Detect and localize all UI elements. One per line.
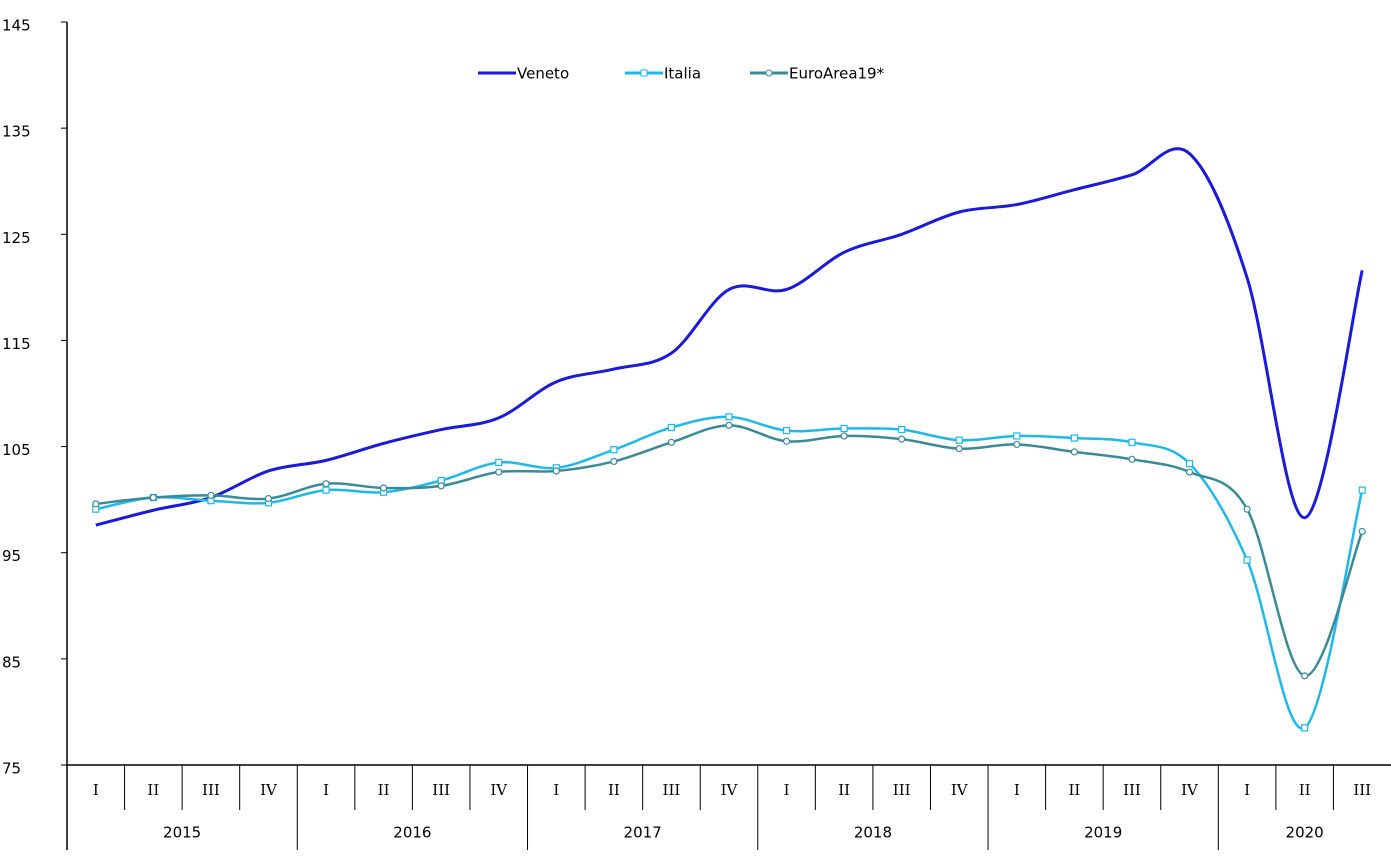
x-group-label: 2019 [1084,824,1122,842]
y-tick-label: 145 [2,17,31,35]
point-marker [1243,505,1251,513]
x-tick-label: IV [1181,781,1199,799]
point-marker [898,435,906,443]
x-tick-label: III [1353,781,1371,799]
x-tick-label: II [838,781,850,799]
x-tick-label: III [893,781,911,799]
point-marker [1185,459,1194,468]
point-marker [1128,455,1136,463]
y-tick-label: 75 [2,760,21,778]
x-tick-label: IV [721,781,739,799]
point-marker [1301,724,1309,732]
point-marker [322,480,330,488]
x-tick-label: I [93,781,99,799]
point-marker [380,484,388,492]
point-marker [667,423,676,432]
point-marker [1070,448,1078,456]
legend-marker [765,69,773,77]
point-marker [552,467,560,475]
point-marker [1185,468,1194,476]
x-tick-label: IV [260,781,278,799]
legend-label: Italia [664,65,701,83]
y-tick-label: 135 [2,123,31,141]
point-marker [667,438,676,446]
point-marker [264,494,273,503]
x-tick-label: II [608,781,620,799]
point-marker [149,493,157,502]
legend-marker [640,69,648,77]
x-group-label: 2018 [854,824,892,842]
y-tick-label: 85 [2,653,21,671]
legend-label: Veneto [517,65,569,83]
point-marker [840,424,848,433]
y-tick-label: 125 [2,229,31,247]
x-group-label: 2020 [1286,824,1324,842]
point-marker [495,468,503,476]
series-line [95,415,1364,730]
x-tick-label: I [784,781,790,799]
point-marker [92,500,100,508]
point-marker [1243,556,1251,564]
point-marker [1013,440,1021,449]
point-marker [782,437,791,445]
point-marker [495,458,503,467]
point-marker [782,427,791,435]
point-marker [840,432,848,440]
x-tick-label: II [1299,781,1311,799]
point-marker [1358,527,1366,536]
point-marker [610,446,618,454]
x-tick-label: II [1068,781,1080,799]
point-marker [725,413,733,421]
point-marker [955,436,963,444]
point-marker [1358,486,1366,494]
y-tick-label: 105 [2,441,31,459]
point-marker [725,421,733,429]
x-tick-label: I [553,781,559,799]
y-tick-label: 95 [2,547,21,565]
point-marker [1128,438,1136,446]
x-tick-label: IV [490,781,508,799]
point-marker [207,491,215,499]
point-marker [1301,672,1309,680]
x-tick-label: I [1244,781,1250,799]
point-marker [437,482,445,490]
legend-label: EuroArea19* [789,65,885,83]
x-tick-label: III [202,781,220,799]
point-marker [610,457,618,466]
point-marker [1070,434,1078,442]
point-marker [1013,432,1021,440]
x-tick-label: III [1123,781,1141,799]
x-tick-label: II [147,781,159,799]
x-group-label: 2017 [624,824,662,842]
x-tick-label: III [663,781,681,799]
x-tick-label: II [378,781,390,799]
x-tick-label: I [1014,781,1020,799]
series-line [95,424,1364,678]
x-group-label: 2016 [393,824,431,842]
y-tick-label: 115 [2,335,31,353]
point-marker [898,425,906,434]
x-tick-label: I [323,781,329,799]
point-marker [955,445,963,453]
x-tick-label: III [432,781,450,799]
point-marker [322,486,330,494]
x-tick-label: IV [951,781,969,799]
series-line [95,147,1364,527]
x-group-label: 2015 [163,824,201,842]
